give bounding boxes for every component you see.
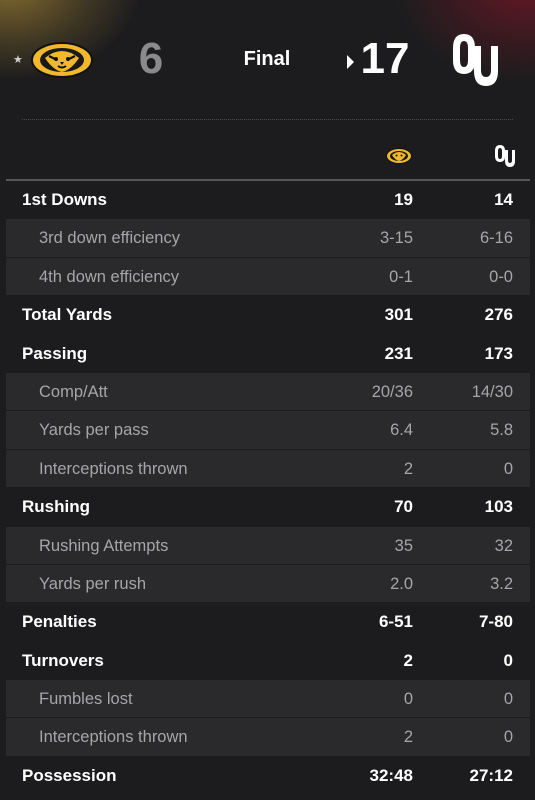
away-stat-value: 35 [394, 536, 413, 555]
away-stat-value: 32:48 [369, 765, 413, 785]
stat-subrow: Fumbles lost 0 0 [6, 680, 530, 719]
stat-label: 3rd down efficiency [39, 229, 180, 248]
scoreboard-header: ★ 6 Final 17 [0, 0, 535, 118]
home-stat-value: 14/30 [471, 382, 513, 401]
stat-label: Yards per rush [39, 574, 146, 593]
home-stat-value: 276 [484, 305, 513, 325]
stat-label: Penalties [22, 612, 97, 632]
stat-row: 1st Downs 19 14 [6, 181, 530, 220]
stat-subrow: Yards per pass 6.4 5.8 [6, 411, 530, 450]
home-stat-value: 0 [503, 650, 513, 670]
stat-label: Fumbles lost [39, 690, 133, 709]
away-stat-value: 0-1 [389, 267, 413, 286]
stat-subrow: Interceptions thrown 2 0 [6, 449, 530, 489]
oklahoma-ou-logo-icon [495, 145, 515, 167]
stat-label: Passing [22, 343, 88, 363]
ranked-star-icon: ★ [13, 53, 23, 66]
home-score: 17 [360, 34, 410, 83]
team-column-header [6, 135, 530, 179]
missouri-tiger-logo-icon [386, 148, 412, 164]
home-stat-value: 14 [494, 190, 513, 209]
stat-label: Turnovers [22, 650, 104, 670]
stat-row: Possession 32:48 27:12 [6, 756, 530, 796]
stat-label: 1st Downs [22, 190, 108, 209]
stat-label: 4th down efficiency [39, 267, 180, 286]
home-stat-value: 6-16 [479, 229, 513, 248]
home-stat-value: 0 [503, 459, 513, 478]
stat-subrow: Rushing Attempts 35 32 [6, 526, 530, 565]
home-stat-value: 32 [494, 536, 513, 555]
oklahoma-ou-logo-icon[interactable] [450, 30, 500, 90]
away-stat-value: 2 [403, 650, 413, 670]
home-stat-value: 0-0 [489, 267, 513, 286]
missouri-tiger-logo-icon[interactable] [31, 40, 93, 80]
stat-subrow: Comp/Att 20/36 14/30 [6, 372, 530, 412]
stat-subrow: 3rd down efficiency 3-15 6-16 [6, 219, 530, 258]
stat-label: Interceptions thrown [39, 459, 188, 478]
away-stat-value: 20/36 [371, 382, 413, 401]
home-stat-value: 7-80 [478, 612, 513, 632]
away-stat-value: 231 [384, 343, 413, 363]
stat-row: Rushing 70 103 [6, 488, 530, 527]
stat-subrow: 4th down efficiency 0-1 0-0 [6, 257, 530, 297]
away-stat-value: 0 [403, 690, 413, 709]
stat-label: Rushing [22, 497, 90, 517]
stat-row: Penalties 6-51 7-80 [6, 603, 530, 642]
away-stat-value: 3-15 [379, 229, 413, 248]
away-stat-value: 2.0 [390, 574, 413, 593]
stat-label: Interceptions thrown [39, 728, 188, 747]
stat-label: Comp/Att [39, 382, 108, 401]
table-header-separator [6, 179, 530, 181]
game-status: Final [243, 48, 291, 70]
stat-label: Total Yards [22, 305, 113, 325]
home-stat-value: 173 [484, 343, 513, 363]
home-stat-value: 0 [503, 690, 513, 709]
stat-row: Turnovers 2 0 [6, 641, 530, 681]
home-stat-value: 3.2 [490, 574, 513, 593]
stat-subrow: Yards per rush 2.0 3.2 [6, 564, 530, 604]
away-score: 6 [138, 34, 164, 83]
away-stat-value: 19 [394, 190, 413, 209]
stat-subrow: Interceptions thrown 2 0 [6, 718, 530, 757]
away-stat-value: 2 [403, 459, 413, 478]
home-stat-value: 27:12 [469, 765, 513, 785]
home-stat-value: 5.8 [490, 421, 513, 440]
away-stat-value: 70 [394, 497, 413, 517]
team-stats-table: 1st Downs 19 14 3rd down efficiency 3-15… [6, 181, 530, 796]
home-stat-value: 103 [484, 497, 513, 517]
away-stat-value: 6.4 [390, 421, 413, 440]
stat-row: Passing 231 173 [6, 334, 530, 373]
stat-label: Rushing Attempts [39, 536, 169, 555]
header-divider [22, 119, 513, 120]
winner-arrow-icon [347, 55, 354, 69]
stat-label: Yards per pass [39, 421, 149, 440]
stat-label: Possession [22, 765, 117, 785]
away-stat-value: 2 [403, 728, 413, 747]
away-stat-value: 6-51 [378, 612, 413, 632]
home-stat-value: 0 [503, 728, 513, 747]
stat-row: Total Yards 301 276 [6, 296, 530, 335]
away-stat-value: 301 [384, 305, 413, 325]
